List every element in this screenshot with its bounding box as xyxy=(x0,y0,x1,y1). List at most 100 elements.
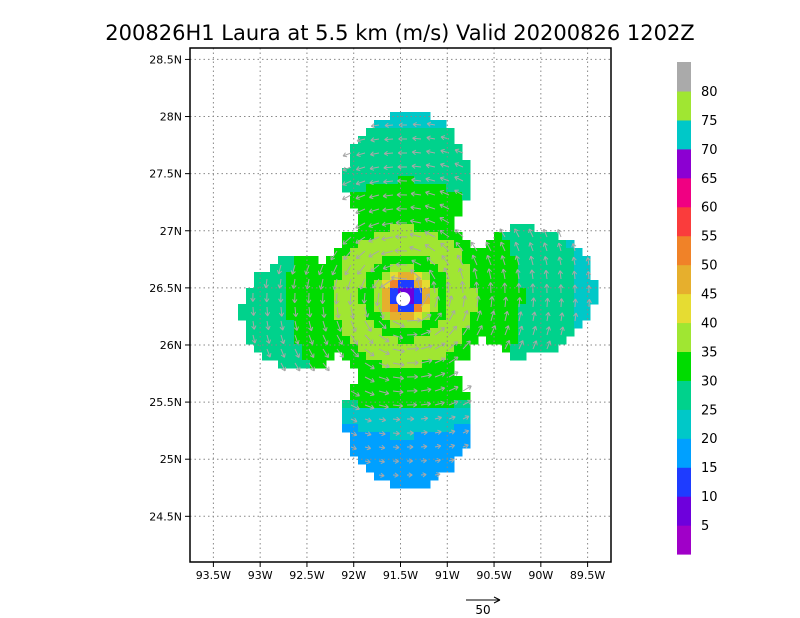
wind-speed-cell xyxy=(334,288,343,297)
wind-vector xyxy=(473,281,480,294)
wind-vector xyxy=(364,417,372,423)
wind-vector xyxy=(278,306,285,317)
wind-vector xyxy=(322,334,329,345)
wind-speed-cell xyxy=(238,304,247,313)
wind-speed-cell xyxy=(318,304,327,313)
wind-speed-cell xyxy=(326,320,335,329)
wind-speed-cell xyxy=(550,280,559,289)
wind-speed-cell xyxy=(374,384,383,393)
colorbar-label: 30 xyxy=(701,374,718,389)
wind-vector xyxy=(530,297,537,308)
wind-speed-cell xyxy=(526,336,535,345)
wind-speed-cell xyxy=(350,304,359,313)
wind-speed-cell xyxy=(438,432,447,441)
wind-speed-cell xyxy=(366,216,375,225)
wind-vector xyxy=(335,306,341,319)
wind-speed-cell xyxy=(374,424,383,433)
wind-speed-cell xyxy=(358,232,367,241)
wind-speed-cell xyxy=(390,288,399,297)
wind-speed-cell xyxy=(342,328,351,337)
wind-vector xyxy=(448,429,456,435)
wind-speed-cell xyxy=(446,424,455,433)
wind-vector xyxy=(504,310,510,322)
wind-vector xyxy=(420,430,428,436)
wind-vector xyxy=(356,137,366,143)
wind-vector xyxy=(364,320,372,332)
wind-vector xyxy=(470,241,478,252)
wind-speed-cell xyxy=(374,328,383,337)
wind-vector xyxy=(434,443,442,450)
wind-speed-cell xyxy=(398,328,407,337)
wind-speed-cell xyxy=(398,248,407,257)
wind-speed-cell xyxy=(366,280,375,289)
wind-vector xyxy=(426,149,436,155)
wind-speed-cell xyxy=(374,192,383,201)
wind-speed-cell xyxy=(462,328,471,337)
wind-speed-cell xyxy=(454,272,463,281)
wind-speed-cell xyxy=(390,360,399,369)
wind-speed-cell xyxy=(462,288,471,297)
wind-vector xyxy=(384,122,394,128)
wind-vector xyxy=(517,311,523,322)
wind-speed-cell xyxy=(398,216,407,225)
wind-speed-cell xyxy=(478,264,487,273)
wind-speed-cell xyxy=(414,256,423,265)
wind-speed-cell xyxy=(454,400,463,409)
wind-speed-cell xyxy=(374,120,383,129)
wind-speed-cell xyxy=(422,256,431,265)
wind-speed-cell xyxy=(406,184,415,193)
wind-speed-cell xyxy=(254,296,263,305)
wind-speed-cell xyxy=(366,440,375,449)
wind-speed-cell xyxy=(510,328,519,337)
wind-vector xyxy=(462,429,470,435)
colorbar-label: 15 xyxy=(701,461,718,476)
wind-speed-cell xyxy=(566,256,575,265)
wind-speed-cell xyxy=(422,392,431,401)
wind-vector xyxy=(292,292,298,304)
wind-speed-cell xyxy=(438,304,447,313)
wind-speed-cell xyxy=(374,376,383,385)
wind-speed-cell xyxy=(422,112,431,121)
wind-speed-cell xyxy=(286,344,295,353)
wind-speed-cell xyxy=(534,232,543,241)
wind-speed-cell xyxy=(398,280,407,289)
wind-speed-cell xyxy=(446,392,455,401)
wind-speed-cell xyxy=(318,288,327,297)
wind-speed-cell xyxy=(550,328,559,337)
wind-vector xyxy=(406,458,413,464)
wind-speed-cell xyxy=(454,168,463,177)
wind-speed-cell xyxy=(446,440,455,449)
wind-speed-cell xyxy=(486,264,495,273)
wind-speed-cell xyxy=(574,256,583,265)
wind-speed-cell xyxy=(534,240,543,249)
wind-speed-cell xyxy=(278,360,287,369)
wind-speed-cell xyxy=(382,168,391,177)
wind-speed-cell xyxy=(414,160,423,169)
wind-speed-cell xyxy=(406,320,415,329)
wind-speed-cell xyxy=(438,208,447,217)
wind-speed-cell xyxy=(518,240,527,249)
wind-speed-cell xyxy=(382,296,391,305)
wind-speed-cell xyxy=(302,360,311,369)
wind-speed-cell xyxy=(294,360,303,369)
wind-speed-cell xyxy=(254,304,263,313)
wind-speed-cell xyxy=(542,344,551,353)
wind-speed-cell xyxy=(566,240,575,249)
wind-speed-cell xyxy=(438,440,447,449)
wind-speed-cell xyxy=(454,152,463,161)
wind-speed-cell xyxy=(398,208,407,217)
wind-vector xyxy=(406,444,414,450)
wind-vector xyxy=(515,269,521,280)
wind-speed-cell xyxy=(438,416,447,425)
wind-speed-cell xyxy=(326,344,335,353)
colorbar-segment xyxy=(677,206,691,237)
wind-speed-cell xyxy=(574,248,583,257)
wind-speed-cell xyxy=(310,272,319,281)
wind-speed-cell xyxy=(502,344,511,353)
wind-speed-cell xyxy=(542,328,551,337)
wind-speed-cell xyxy=(358,336,367,345)
wind-speed-cell xyxy=(558,272,567,281)
wind-speed-cell xyxy=(326,256,335,265)
wind-vector xyxy=(528,242,534,252)
wind-speed-cell xyxy=(406,160,415,169)
